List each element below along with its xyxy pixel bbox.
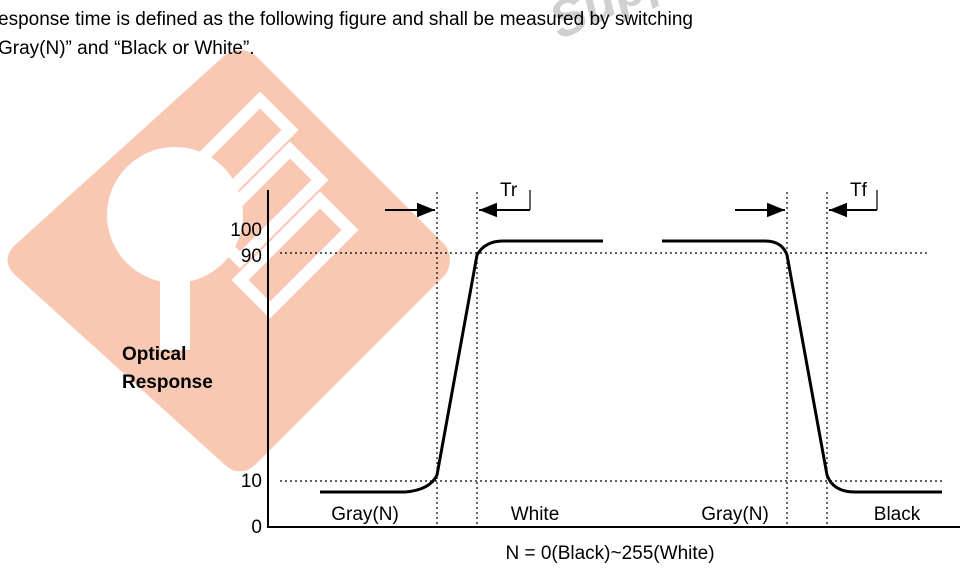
rise-curve	[320, 239, 603, 494]
y-label: 10	[241, 471, 262, 492]
paragraph-line: esponse time is defined as the following…	[0, 9, 693, 30]
y-axis-title: Optical	[122, 344, 186, 365]
segment-label: Gray(N)	[331, 504, 399, 525]
caption: N = 0(Black)~255(White)	[505, 543, 714, 564]
segment-label: Black	[874, 504, 921, 525]
y-label: 0	[251, 517, 262, 538]
segment-label: Gray(N)	[701, 504, 769, 525]
rise-label: Tr	[500, 180, 518, 201]
y-axis-title: Response	[122, 372, 213, 393]
segment-label: White	[511, 504, 560, 525]
y-label: 100	[230, 220, 262, 241]
fall-label: Tf	[850, 180, 868, 201]
fall-curve	[662, 239, 942, 494]
paragraph-line: Gray(N)” and “Black or White”.	[0, 38, 255, 59]
y-label: 90	[241, 246, 262, 267]
watermark-logo	[7, 50, 450, 472]
